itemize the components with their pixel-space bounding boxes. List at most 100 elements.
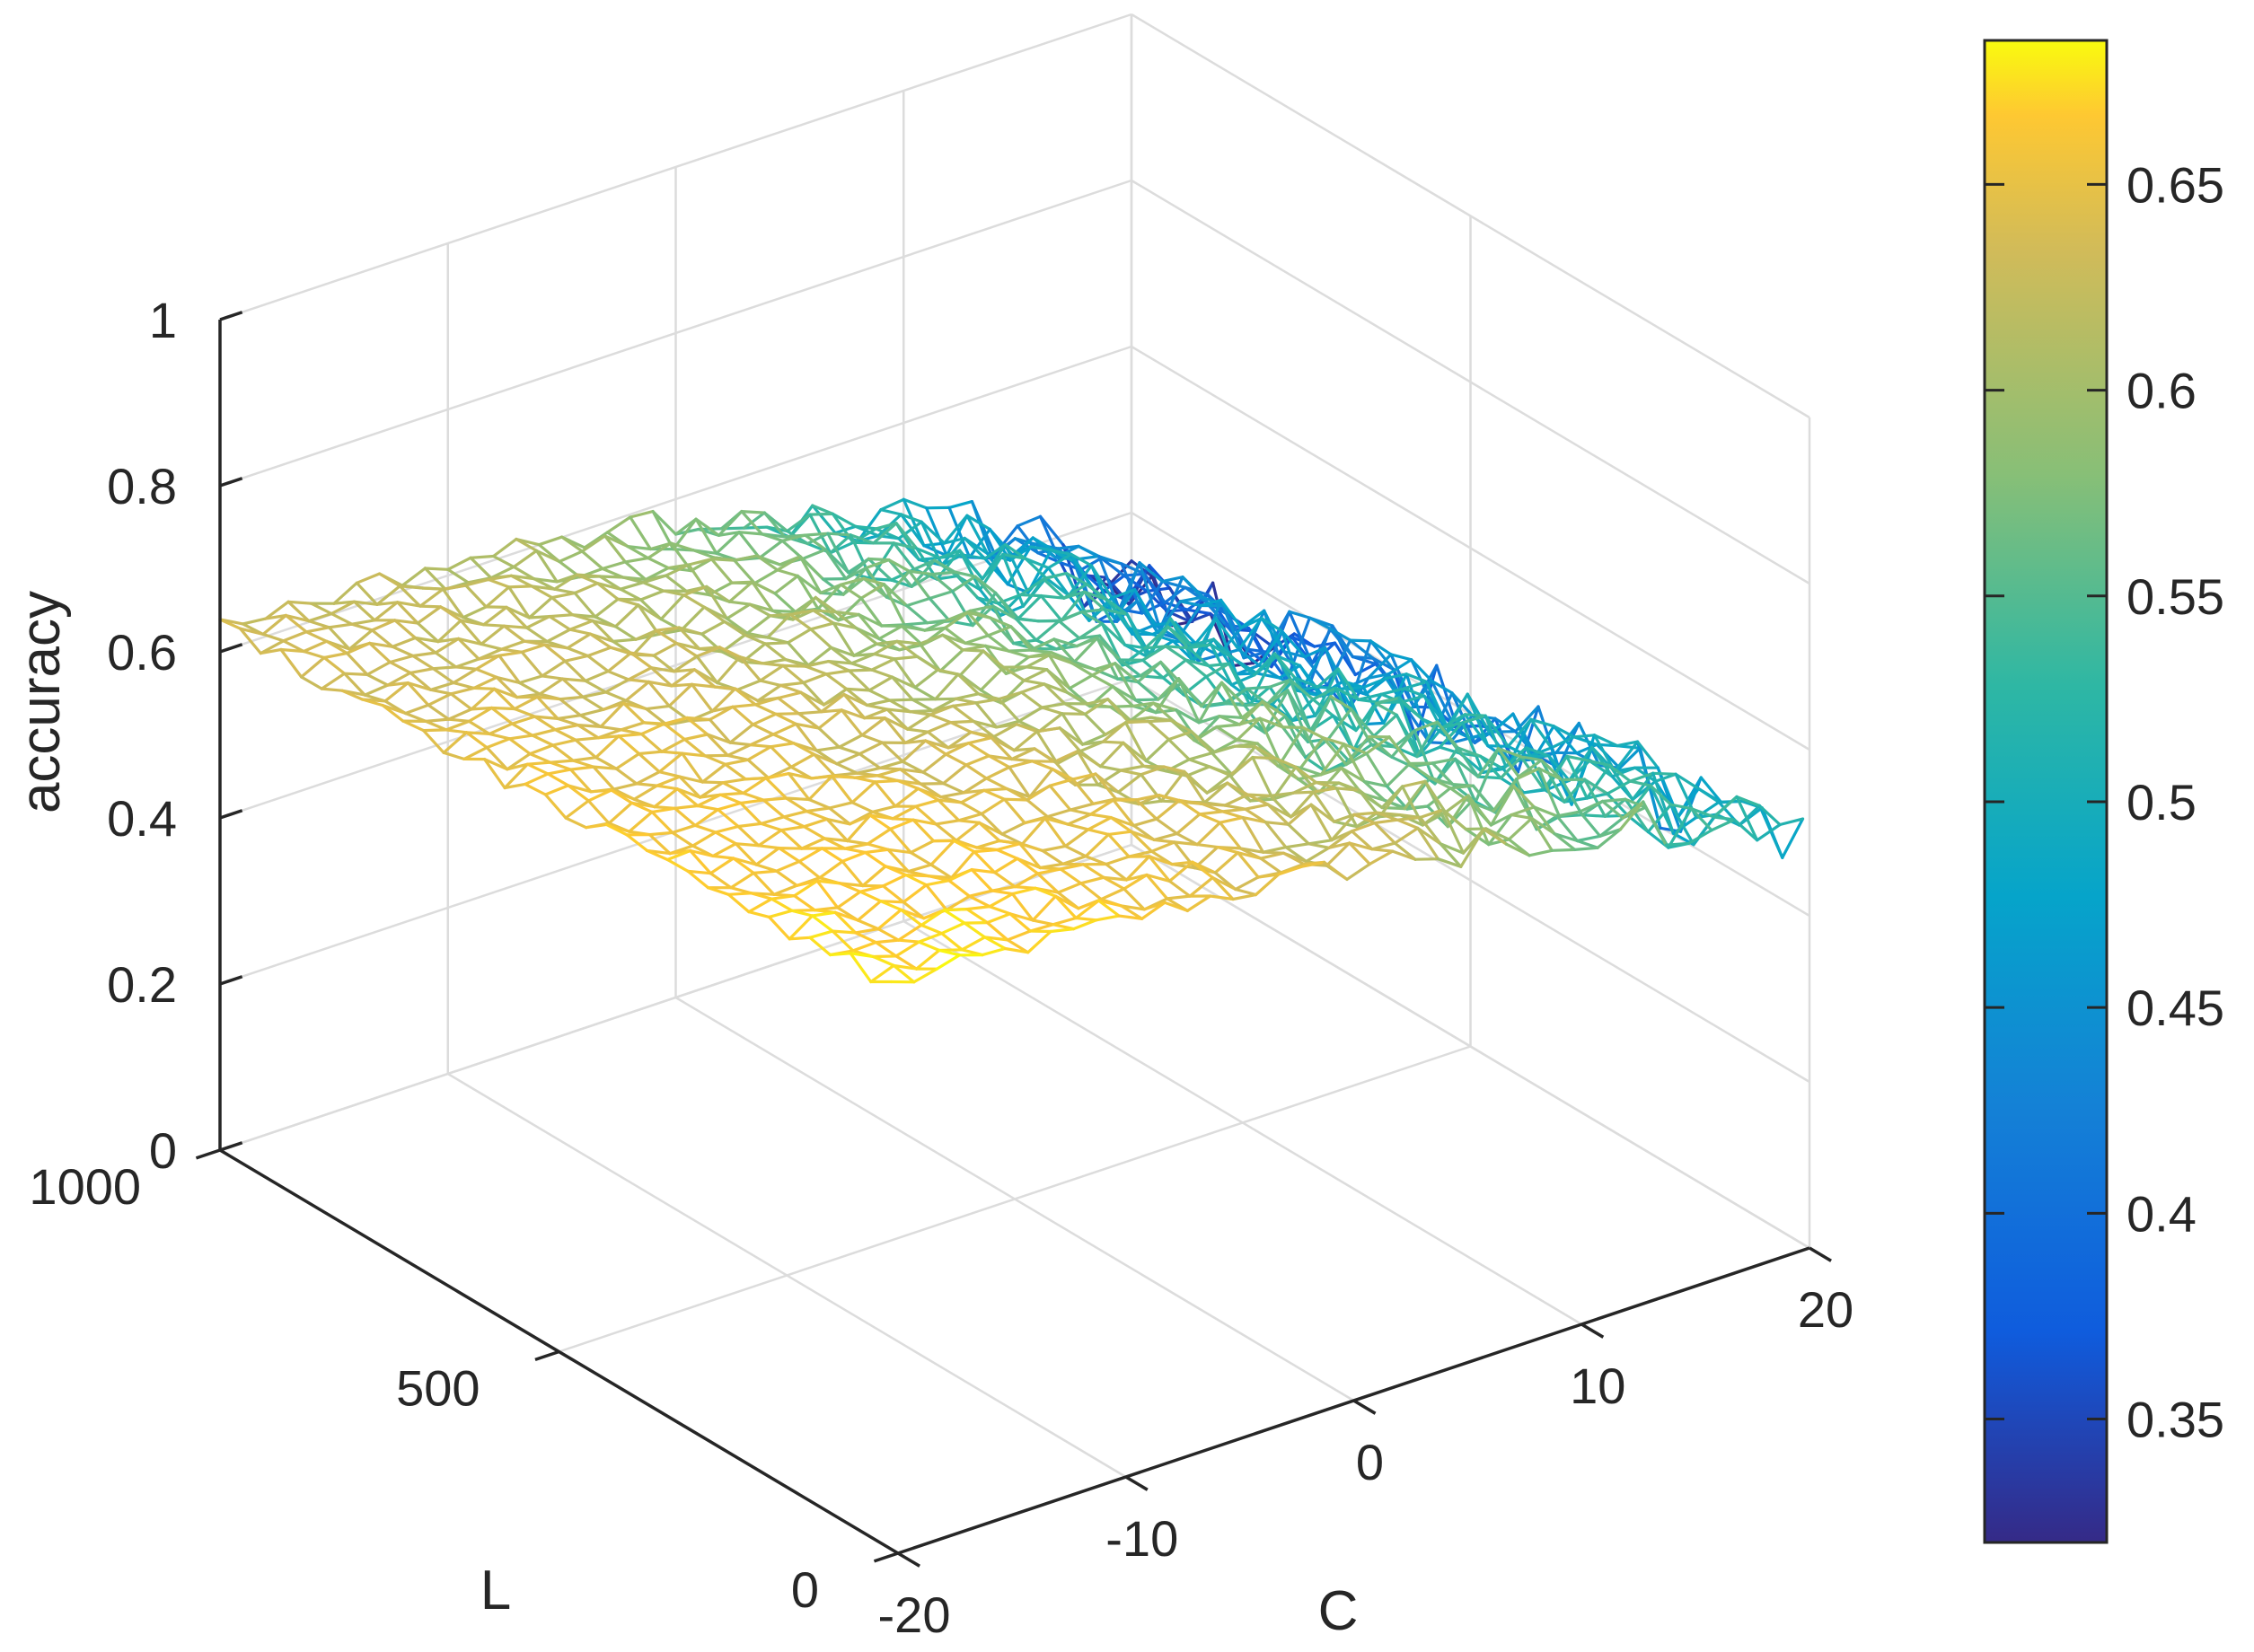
mesh-segment <box>1138 561 1165 584</box>
mesh-segment <box>840 708 864 737</box>
mesh-segment <box>1577 721 1601 768</box>
mesh-segment <box>764 777 788 800</box>
mesh-segment <box>638 589 665 602</box>
mesh-segment <box>1606 779 1632 795</box>
mesh-segment <box>675 787 700 808</box>
mesh-segment <box>693 808 720 828</box>
mesh-segment <box>721 781 745 795</box>
mesh-segment <box>1484 714 1508 769</box>
mesh-segment <box>454 657 480 669</box>
mesh-segment <box>845 813 872 843</box>
mesh-segment <box>970 867 994 892</box>
mesh-segment <box>1148 855 1174 866</box>
mesh-segment <box>711 854 735 860</box>
mesh-segment <box>894 786 920 808</box>
mesh-segment <box>588 632 612 649</box>
mesh-segment <box>1328 627 1355 659</box>
mesh-segment <box>879 497 905 512</box>
mesh-segment <box>890 675 914 701</box>
mesh-segment <box>1186 646 1211 668</box>
mesh-segment <box>599 725 623 732</box>
mesh-segment <box>1349 638 1375 660</box>
mesh-segment <box>862 576 886 586</box>
mesh-segment <box>1600 799 1624 820</box>
mesh-segment <box>728 723 755 744</box>
mesh-segment <box>1008 760 1034 769</box>
mesh-segment <box>893 655 920 661</box>
mesh-segment <box>1340 766 1366 783</box>
mesh-segment <box>858 890 883 903</box>
mesh-segment <box>558 549 584 564</box>
mesh-segment <box>745 614 772 635</box>
mesh-segment <box>810 914 834 933</box>
mesh-segment <box>571 759 595 769</box>
mesh-segment <box>627 678 651 684</box>
mesh-segment <box>911 818 936 843</box>
mesh-segment <box>797 847 824 864</box>
mesh-segment <box>1223 793 1250 807</box>
mesh-segment <box>421 728 448 733</box>
mesh-segment <box>325 639 348 655</box>
mesh-segment <box>829 533 852 555</box>
mesh-segment <box>1362 779 1389 788</box>
mesh-segment <box>995 842 1022 852</box>
mesh-segment <box>1251 755 1277 760</box>
mesh-segment <box>603 534 627 564</box>
mesh-segment <box>1211 875 1235 901</box>
mesh-segment <box>851 527 878 544</box>
mesh-segment <box>1524 746 1551 758</box>
mesh-segment <box>724 762 747 781</box>
mesh-segment <box>635 770 661 786</box>
mesh-segment <box>788 936 812 941</box>
mesh-segment <box>345 641 372 655</box>
mesh-segment <box>904 873 929 887</box>
mesh-segment <box>531 728 557 737</box>
side-wall-grid-line <box>1131 345 1810 751</box>
mesh-segment <box>993 591 1017 620</box>
mesh-segment <box>1365 735 1391 755</box>
mesh-segment <box>559 535 584 553</box>
mesh-segment <box>779 681 806 688</box>
mesh-segment <box>1393 826 1420 845</box>
mesh-segment <box>647 830 674 837</box>
mesh-segment <box>749 892 773 901</box>
mesh-segment <box>259 647 283 655</box>
mesh-segment <box>933 672 960 701</box>
mesh-segment <box>279 647 304 679</box>
mesh-segment <box>973 848 999 854</box>
mesh-segment <box>391 645 415 658</box>
mesh-segment <box>1177 798 1204 806</box>
mesh-segment <box>887 558 911 573</box>
mesh-segment <box>700 780 725 785</box>
mesh-segment <box>1257 629 1284 667</box>
mesh-segment <box>885 569 911 599</box>
mesh-segment <box>856 900 883 922</box>
x-tick-mark <box>897 1551 920 1568</box>
mesh-segment <box>970 867 997 874</box>
mesh-segment <box>1314 780 1338 790</box>
mesh-segment <box>1145 873 1169 901</box>
mesh-segment <box>474 654 501 671</box>
mesh-segment <box>966 736 993 745</box>
mesh-segment <box>949 719 975 725</box>
y-tick-mark <box>534 1349 560 1362</box>
mesh-segment <box>1140 645 1167 662</box>
mesh-segment <box>1574 743 1598 755</box>
mesh-segment <box>1570 745 1594 806</box>
mesh-segment <box>741 777 768 795</box>
mesh-segment <box>527 595 554 620</box>
mesh-segment <box>1314 686 1337 717</box>
mesh-segment <box>507 737 532 756</box>
mesh-segment <box>905 596 931 608</box>
mesh-segment <box>871 954 895 968</box>
mesh-segment <box>1035 726 1061 734</box>
side-wall-grid-line <box>1131 13 1810 419</box>
mesh-segment <box>1578 810 1602 838</box>
mesh-segment <box>574 736 600 742</box>
mesh-segment <box>1369 743 1396 749</box>
mesh-segment <box>940 921 966 936</box>
mesh-segment <box>550 738 577 747</box>
mesh-segment <box>1052 916 1078 927</box>
mesh-segment <box>330 611 354 626</box>
mesh-segment <box>534 549 561 564</box>
